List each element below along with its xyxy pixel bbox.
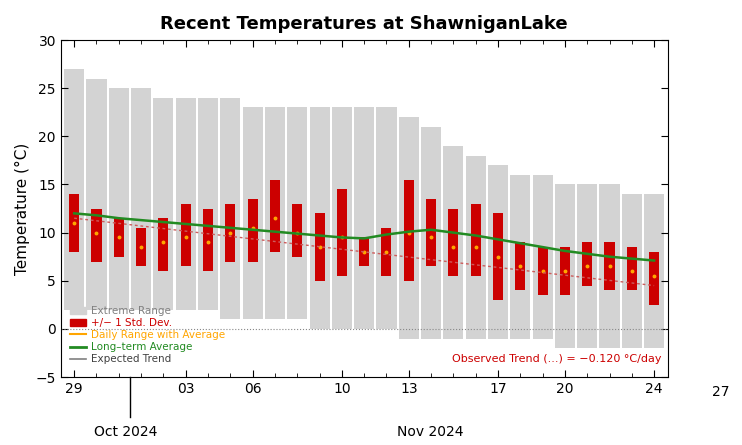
Bar [69,194,79,252]
Bar [627,247,637,291]
Bar [265,108,285,319]
Bar [64,69,85,310]
Legend: Extreme Range, +/− 1 Std. Dev., Daily Range with Average, Long–term Average, Exp: Extreme Range, +/− 1 Std. Dev., Daily Ra… [66,302,229,368]
Bar [287,108,307,319]
Bar [381,228,392,276]
Bar [488,165,508,339]
Bar [332,108,352,329]
Text: Observed Trend (...) = −0.120 °C/day: Observed Trend (...) = −0.120 °C/day [452,353,661,364]
Bar [131,88,151,310]
Bar [466,156,486,339]
Bar [555,185,575,348]
Bar [448,209,459,276]
Bar [359,238,370,266]
Bar [538,247,548,295]
Bar [582,242,592,286]
Bar [600,185,620,348]
Bar [644,194,664,348]
Bar [426,199,436,266]
Bar [226,204,235,262]
Bar [176,98,196,310]
Bar [354,108,374,329]
Bar [87,79,107,310]
Bar [605,242,614,291]
Bar [248,199,257,262]
Bar [154,98,174,310]
Bar [622,194,642,348]
Bar [493,214,503,300]
Title: Recent Temperatures at ShawniganLake: Recent Temperatures at ShawniganLake [160,15,568,33]
Bar [510,175,531,339]
Bar [649,252,659,305]
Bar [404,180,414,281]
Bar [270,180,280,252]
Text: Nov 2024: Nov 2024 [397,425,464,439]
Bar [91,209,102,262]
Bar [470,204,481,276]
Bar [136,228,146,266]
Bar [533,175,553,339]
Bar [398,117,418,339]
Bar [292,204,302,257]
Bar [443,146,464,339]
Bar [181,204,191,266]
Bar [198,98,218,310]
Text: 27: 27 [712,385,730,399]
Bar [109,88,129,310]
Bar [315,214,324,281]
Bar [114,218,124,257]
Bar [577,185,597,348]
Y-axis label: Temperature (°C): Temperature (°C) [15,142,30,275]
Bar [337,189,347,276]
Bar [560,247,570,295]
Text: Oct 2024: Oct 2024 [94,425,158,439]
Bar [309,108,329,329]
Bar [515,242,525,291]
Bar [421,127,441,339]
Bar [220,98,240,319]
Bar [243,108,263,319]
Bar [376,108,396,329]
Bar [158,218,168,271]
Bar [203,209,213,271]
